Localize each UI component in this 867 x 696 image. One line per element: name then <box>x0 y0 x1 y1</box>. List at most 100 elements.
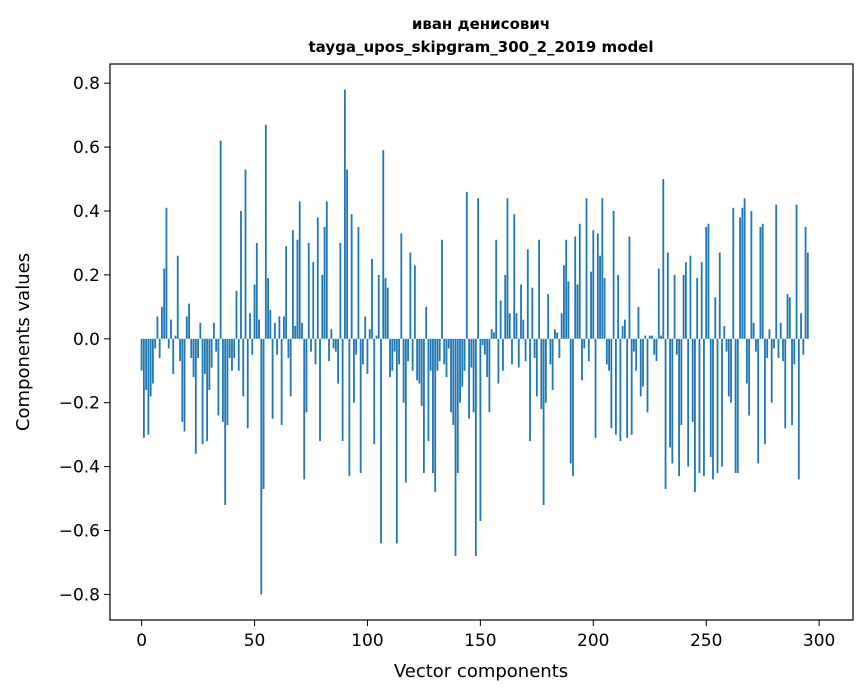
x-tick-label: 100 <box>351 631 383 651</box>
bar <box>341 338 344 442</box>
bar <box>185 316 188 339</box>
bar <box>761 223 764 339</box>
bar <box>592 230 595 339</box>
bar <box>443 338 446 365</box>
bar <box>777 338 780 358</box>
bar <box>165 207 168 339</box>
bar <box>452 338 455 426</box>
bar <box>558 338 561 358</box>
bar <box>190 338 193 358</box>
bar <box>621 326 624 339</box>
bar <box>637 306 640 339</box>
bar <box>355 338 358 355</box>
bar <box>217 338 220 416</box>
x-tick-label: 300 <box>803 631 835 651</box>
bar <box>493 332 495 339</box>
bar <box>456 338 459 474</box>
bar <box>246 338 249 429</box>
bar <box>590 271 592 339</box>
bar <box>463 338 466 371</box>
bar <box>511 338 513 365</box>
bar <box>657 268 660 339</box>
bar <box>262 338 265 489</box>
bar <box>669 338 671 448</box>
bar <box>709 338 712 458</box>
bar <box>743 198 746 339</box>
bar <box>285 246 288 339</box>
bar <box>750 210 753 339</box>
bar <box>795 204 798 339</box>
bar <box>314 338 317 365</box>
bar <box>538 239 540 339</box>
bar <box>759 226 762 339</box>
bar <box>576 284 579 339</box>
bar <box>599 255 601 339</box>
chart-title-line-2: tayga_upos_skipgram_300_2_2019 model <box>309 38 654 56</box>
bar <box>696 278 699 339</box>
bar <box>346 169 349 339</box>
bar <box>386 287 389 339</box>
bar <box>581 338 583 381</box>
bar <box>260 338 263 595</box>
bar <box>389 338 391 378</box>
bar <box>197 338 199 358</box>
bar <box>407 338 410 362</box>
bar <box>174 335 177 339</box>
bar <box>718 252 721 339</box>
bar <box>666 252 669 339</box>
bar <box>775 204 778 339</box>
bar <box>689 255 692 339</box>
bar <box>461 338 464 387</box>
bar <box>797 338 800 480</box>
y-tick-label: 0.4 <box>73 202 100 222</box>
bar <box>142 338 145 438</box>
bar <box>409 252 412 339</box>
bar <box>294 326 297 339</box>
bar <box>156 316 159 339</box>
bar <box>734 338 737 474</box>
bar <box>703 338 705 477</box>
bar <box>574 236 577 339</box>
bar <box>447 338 450 349</box>
bar <box>237 338 240 371</box>
bar <box>614 338 617 435</box>
bar <box>366 338 369 374</box>
bar <box>727 338 730 397</box>
bar <box>269 310 272 339</box>
bar <box>292 230 294 339</box>
bar <box>770 338 773 403</box>
bar <box>490 329 493 339</box>
bar <box>231 338 233 371</box>
bar <box>504 274 507 339</box>
y-axis-label: Components values <box>13 253 34 431</box>
bar <box>423 338 425 474</box>
bar <box>264 124 267 339</box>
bar <box>219 140 222 339</box>
bar <box>321 274 324 339</box>
bar <box>563 265 565 339</box>
bar <box>267 278 269 339</box>
bar <box>398 338 400 365</box>
bar <box>384 278 387 339</box>
bar <box>371 258 373 339</box>
bar <box>687 338 690 467</box>
bar <box>768 329 771 339</box>
y-tick-label: 0.2 <box>73 266 100 286</box>
bar <box>533 338 536 358</box>
bar <box>303 338 306 480</box>
bar <box>745 338 748 384</box>
bar <box>653 338 656 355</box>
bar <box>723 326 726 339</box>
bar <box>483 338 486 355</box>
bar <box>215 338 218 352</box>
chart-title-line-1: иван денисович <box>412 15 550 33</box>
bar <box>721 338 723 467</box>
bar <box>287 338 290 358</box>
bar <box>736 338 739 474</box>
bar <box>513 214 516 339</box>
bar <box>393 338 396 352</box>
bar <box>585 198 588 339</box>
bar <box>495 239 498 339</box>
bar <box>678 338 681 477</box>
bar <box>280 338 283 426</box>
